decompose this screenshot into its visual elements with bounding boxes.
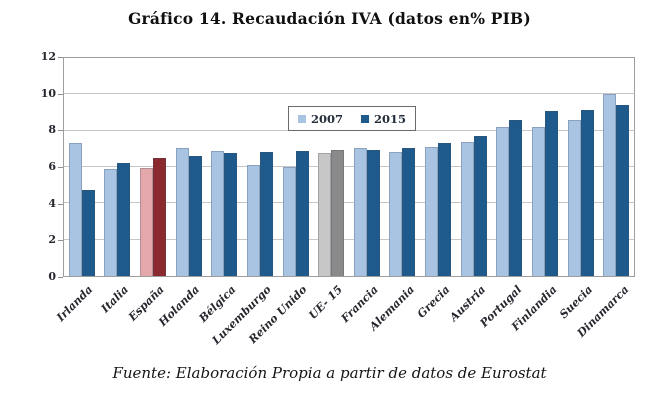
y-tick-12 bbox=[58, 57, 63, 58]
bar-2007-alemania bbox=[389, 152, 403, 276]
bar-group-reino-unido bbox=[278, 58, 314, 276]
y-axis-label-2: 2 bbox=[48, 233, 56, 247]
legend-item-2007: 2007 bbox=[297, 111, 343, 126]
y-axis-label-4: 4 bbox=[48, 196, 56, 210]
y-axis-label-10: 10 bbox=[40, 86, 56, 100]
gridline-2 bbox=[64, 238, 634, 240]
bar-2007-luxemburgo bbox=[246, 165, 260, 276]
bar-2007-suecia bbox=[567, 119, 581, 276]
y-tick-4 bbox=[58, 203, 63, 205]
bar-group-grecia bbox=[420, 58, 456, 276]
bar-2007-grecia bbox=[425, 147, 439, 276]
bar-group-ue-15 bbox=[313, 58, 349, 276]
x-axis-label-italia: Italia bbox=[98, 283, 131, 316]
bar-2007-ue-15 bbox=[318, 153, 332, 276]
bar-2015-grecia bbox=[438, 143, 452, 276]
bar-2015-portugal bbox=[509, 119, 523, 276]
bar-2007-finlandia bbox=[531, 127, 545, 276]
bar-2007-francia bbox=[353, 147, 367, 276]
bar-group-alemania bbox=[385, 58, 421, 276]
gridline-6 bbox=[64, 166, 634, 167]
bar-2015-francia bbox=[366, 149, 380, 276]
y-tick-0 bbox=[58, 277, 63, 278]
legend: 2007 2015 bbox=[288, 106, 416, 131]
bar-group-austria bbox=[456, 58, 492, 276]
chart-title: Gráfico 14. Recaudación IVA (datos en% P… bbox=[128, 9, 531, 28]
bar-2015-austria bbox=[473, 136, 487, 276]
bar-2015-irlanda bbox=[81, 189, 95, 276]
bar-group-dinamarca bbox=[598, 58, 634, 276]
y-tick-2 bbox=[58, 240, 63, 242]
bar-2007-italia bbox=[104, 168, 118, 276]
bar-2015-ue-15 bbox=[331, 149, 345, 276]
bar-2015-suecia bbox=[580, 109, 594, 276]
y-axis-label-12: 12 bbox=[40, 50, 56, 63]
source-note: Fuente: Elaboración Propia a partir de d… bbox=[112, 364, 547, 382]
bar-group-irlanda bbox=[64, 58, 100, 276]
y-axis-label-6: 6 bbox=[48, 160, 56, 173]
bar-group-italia bbox=[100, 58, 136, 276]
gridline-10 bbox=[64, 93, 634, 95]
bar-2015-finlandia bbox=[544, 110, 558, 276]
legend-item-2015: 2015 bbox=[361, 112, 406, 126]
bar-2015-dinamarca bbox=[616, 105, 630, 276]
bar-group-be-lgica bbox=[207, 58, 243, 276]
bar-group-espan-a bbox=[135, 58, 171, 276]
legend-label-2015: 2015 bbox=[374, 111, 407, 126]
bar-2007-dinamarca bbox=[603, 94, 617, 276]
bar-2015-italia bbox=[117, 163, 131, 276]
bar-group-suecia bbox=[563, 58, 599, 276]
legend-swatch-2007 bbox=[297, 114, 306, 123]
y-axis-label-8: 8 bbox=[48, 123, 56, 137]
bar-2007-portugal bbox=[496, 127, 510, 276]
y-tick-8 bbox=[58, 130, 63, 132]
legend-label-2007: 2007 bbox=[310, 111, 343, 126]
bar-group-francia bbox=[349, 58, 385, 276]
bar-2007-be-lgica bbox=[211, 150, 225, 276]
bar-2015-be-lgica bbox=[224, 153, 238, 276]
gridline-4 bbox=[64, 202, 634, 204]
bar-2007-espan-a bbox=[140, 167, 154, 276]
bar-2015-reino-unido bbox=[295, 150, 309, 276]
legend-swatch-2015 bbox=[361, 114, 369, 123]
y-tick-6 bbox=[58, 167, 63, 168]
y-axis-label-0: 0 bbox=[48, 270, 56, 283]
bar-2007-irlanda bbox=[68, 143, 82, 276]
bar-group-holanda bbox=[171, 58, 207, 276]
bar-2015-alemania bbox=[402, 147, 416, 276]
bar-group-portugal bbox=[492, 58, 528, 276]
bar-2007-reino-unido bbox=[282, 167, 296, 276]
bar-2015-luxemburgo bbox=[259, 152, 273, 276]
y-tick-10 bbox=[58, 93, 63, 95]
bar-2015-espan-a bbox=[153, 157, 167, 276]
x-axis-label-irlanda: Irlanda bbox=[53, 283, 96, 325]
bar-2007-austria bbox=[460, 141, 474, 276]
plot-area bbox=[63, 57, 635, 277]
bar-2015-holanda bbox=[188, 156, 202, 276]
bar-group-luxemburgo bbox=[242, 58, 278, 276]
bar-2007-holanda bbox=[175, 147, 189, 276]
bar-group-finlandia bbox=[527, 58, 563, 276]
